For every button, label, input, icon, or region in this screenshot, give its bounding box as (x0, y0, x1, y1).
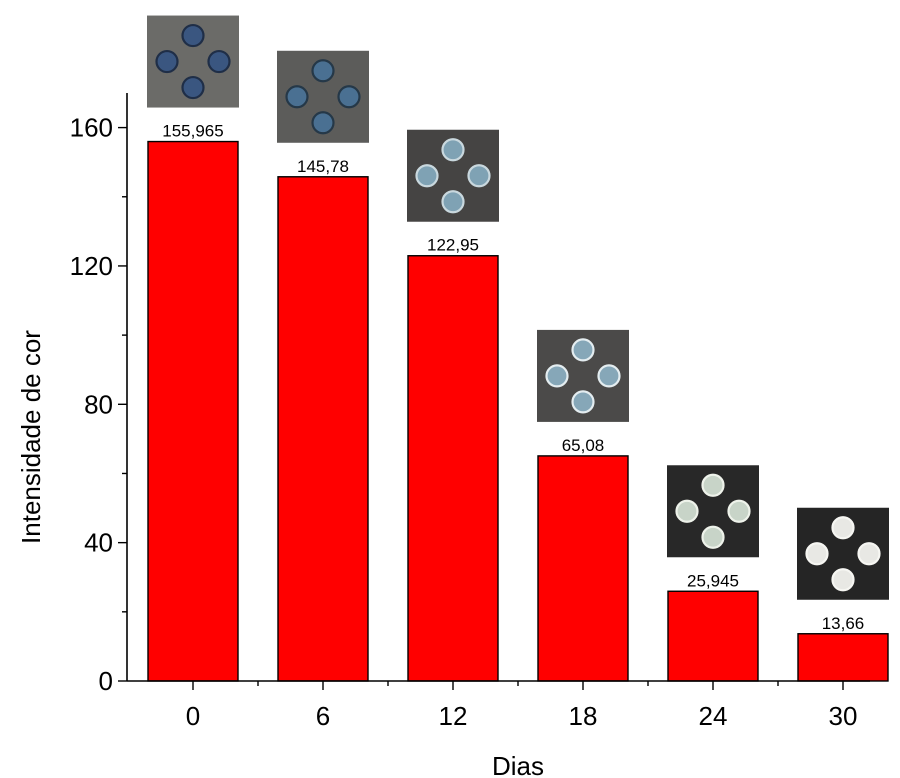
plate-day-24-spot (675, 499, 699, 523)
data-label: 25,945 (687, 571, 739, 590)
x-tick-label: 0 (186, 701, 200, 731)
x-tick-label: 18 (569, 701, 598, 731)
bar-12 (407, 255, 499, 682)
x-tick-label: 12 (439, 701, 468, 731)
x-axis-title: Dias (492, 751, 544, 778)
x-tick-label: 30 (829, 701, 858, 731)
plate-day-18-spot (545, 364, 569, 388)
y-tick-label: 80 (84, 389, 113, 419)
bar-24 (667, 590, 759, 682)
y-axis-title: Intensidade de cor (16, 330, 46, 544)
plate-day-0-spot (181, 75, 205, 100)
y-tick-label: 40 (84, 528, 113, 558)
data-label: 122,95 (427, 236, 479, 255)
plate-day-12-spot (415, 164, 439, 188)
bar-0 (147, 140, 239, 682)
plate-day-24-spot (701, 525, 725, 549)
plate-day-24-spot (701, 473, 725, 497)
x-tick-label: 24 (699, 701, 728, 731)
y-tick-label: 160 (70, 113, 113, 143)
bar-30 (797, 633, 889, 682)
plate-day-12-spot (467, 164, 491, 188)
y-tick-label: 0 (99, 666, 113, 696)
data-label: 65,08 (562, 436, 605, 455)
plate-day-0-spot (155, 49, 179, 74)
plate-day-30-spot (831, 516, 855, 540)
bar-18 (537, 455, 629, 682)
plate-day-18-spot (597, 364, 621, 388)
plate-day-6-spot (285, 85, 309, 109)
plate-day-30-spot (831, 568, 855, 592)
y-tick-label: 120 (70, 251, 113, 281)
plate-day-12-spot (441, 138, 465, 162)
plate-day-6-spot (311, 59, 335, 83)
plate-day-6-spot (311, 111, 335, 135)
data-label: 155,965 (162, 122, 223, 141)
plate-day-6-spot (337, 85, 361, 109)
plate-day-18-spot (571, 338, 595, 362)
plate-day-0-spot (207, 49, 231, 74)
plot-area: 0 40 80 120 160 0 6 12 18 24 30 155,965 145,78 122,95… (70, 15, 889, 731)
plate-day-12-spot (441, 190, 465, 214)
x-tick-label: 6 (316, 701, 330, 731)
plate-day-24-spot (727, 499, 751, 523)
plate-day-18-spot (571, 390, 595, 414)
bar-6 (277, 176, 369, 682)
data-label: 145,78 (297, 157, 349, 176)
plate-day-30-spot (805, 542, 829, 566)
plate-day-30-spot (857, 542, 881, 566)
plate-day-0-spot (181, 23, 205, 48)
data-label: 13,66 (822, 614, 865, 633)
